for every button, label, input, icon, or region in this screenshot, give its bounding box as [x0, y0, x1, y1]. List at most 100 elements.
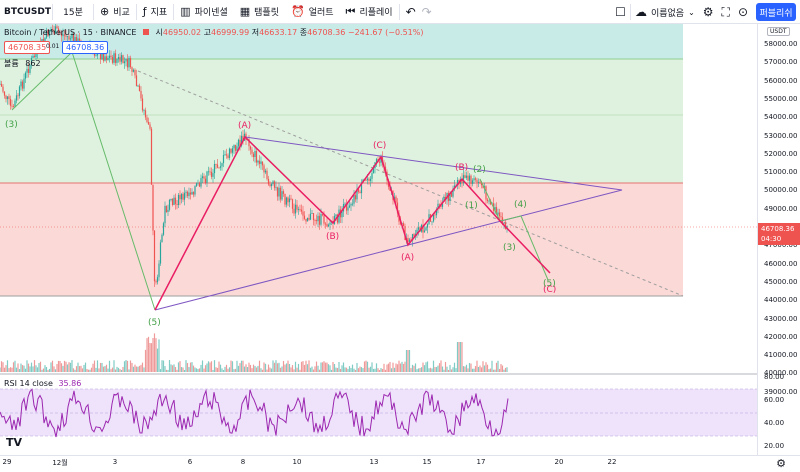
undo-icon[interactable]: ↶: [405, 4, 416, 19]
volume-bar: [419, 367, 421, 372]
redo-icon[interactable]: ↷: [421, 4, 432, 19]
symbol-legend[interactable]: Bitcoin / TetherUS · 15 · BINANCE 시46950…: [4, 28, 424, 37]
rsi-legend[interactable]: RSI 14 close 35.86: [4, 379, 81, 388]
volume-bar: [278, 362, 280, 372]
candle-body: [348, 205, 351, 208]
volume-bar: [15, 367, 18, 372]
candle-body: [222, 155, 225, 164]
tradingview-logo[interactable]: TV: [6, 436, 23, 449]
volume-label: 볼륨: [4, 59, 19, 68]
chart-icon: ▥: [180, 5, 191, 18]
price-tick: 43000.00: [764, 314, 798, 323]
volume-bar: [336, 367, 339, 372]
settings-gear-icon[interactable]: ⚙: [776, 457, 786, 470]
layout-name-button[interactable]: 이름없음: [650, 8, 685, 19]
candle-body: [302, 211, 304, 216]
interval-button[interactable]: 15분: [53, 0, 93, 24]
candle-body: [498, 212, 501, 217]
price-tick: 46000.00: [764, 259, 798, 268]
volume-bar: [414, 363, 417, 372]
volume-bar: [179, 361, 181, 372]
alarm-clock-icon: ⏰: [291, 5, 305, 18]
candle-body: [200, 178, 202, 187]
chart-canvas[interactable]: (A) (C) (B) (A) (B) (C) (2) (1) (3) (4) …: [0, 21, 757, 455]
candle-body: [215, 164, 217, 165]
volume-bar: [44, 365, 46, 372]
camera-icon[interactable]: ⊙: [737, 5, 748, 19]
indicators-button[interactable]: ƒ 지표: [137, 0, 173, 24]
volume-bar: [122, 366, 124, 372]
candle-body: [270, 183, 273, 187]
volume-bar: [110, 369, 112, 372]
candle-body: [315, 220, 318, 222]
gear-icon[interactable]: ⚙: [702, 5, 714, 19]
volume-bar: [303, 364, 306, 372]
volume-bar: [309, 367, 312, 372]
candle-body: [249, 146, 252, 150]
volume-bar: [83, 364, 85, 372]
candle-body: [452, 188, 454, 197]
compare-button[interactable]: ⊕ 비교: [94, 0, 136, 24]
rsi-source: close: [32, 379, 53, 388]
volume-bar: [293, 369, 295, 372]
replay-icon: ⏮: [345, 4, 356, 18]
wave-red-path[interactable]: [154, 135, 551, 311]
volume-bar: [59, 361, 61, 372]
buy-button[interactable]: 46708.36: [62, 41, 109, 54]
candle-body: [276, 187, 279, 197]
volume-bar: [266, 369, 268, 372]
volume-bar: [369, 366, 372, 372]
candle-body: [369, 178, 372, 181]
layout-square-icon[interactable]: ☐: [615, 5, 626, 19]
chevron-down-icon[interactable]: ⌄: [688, 7, 695, 17]
wave-label: (1): [465, 201, 478, 211]
candle-body: [159, 242, 162, 264]
replay-button[interactable]: ⏮ 리플레이: [340, 0, 399, 24]
fullscreen-icon[interactable]: ⛶: [721, 4, 730, 19]
alert-button[interactable]: ⏰ 얼러트: [285, 0, 340, 24]
candle-body: [485, 186, 487, 200]
triangle-pattern[interactable]: [154, 136, 623, 311]
volume-bar: [146, 338, 148, 372]
candle-body: [207, 171, 210, 173]
volume-bar: [2, 362, 4, 372]
candle-body: [260, 161, 262, 164]
sell-button[interactable]: 46708.35: [4, 41, 51, 54]
candle-body: [242, 135, 244, 141]
candle-body: [228, 148, 231, 158]
price-tick: 41000.00: [764, 351, 798, 360]
candle-body: [131, 67, 133, 72]
templates-button[interactable]: ▦ 탬플릿: [234, 0, 285, 24]
volume-bar: [320, 362, 322, 372]
candle-body: [78, 38, 81, 41]
volume-legend[interactable]: 볼륨 862: [4, 58, 41, 69]
pine-editor-button[interactable]: ▥ 파이넨셜: [174, 0, 234, 24]
publish-button[interactable]: 퍼블리쉬: [756, 3, 796, 21]
time-axis[interactable]: 29 12월 3 6 8 10 13 15 17 20 22 ⚙: [0, 455, 800, 472]
volume-bar: [144, 349, 147, 372]
price-tick: 57000.00: [764, 58, 798, 67]
volume-bar: [468, 362, 471, 372]
dashed-trendline[interactable]: [137, 70, 684, 297]
candle-body: [62, 34, 64, 37]
price-axis[interactable]: USDT 58000.00 57000.00 56000.00 55000.00 540…: [757, 24, 800, 455]
symbol-search-button[interactable]: BTCUSDT: [4, 6, 52, 17]
volume-bar: [47, 369, 49, 372]
chart-area[interactable]: (A) (C) (B) (A) (B) (C) (2) (1) (3) (4) …: [0, 21, 757, 455]
function-icon: ƒ: [142, 5, 147, 18]
currency-label[interactable]: USDT: [767, 27, 790, 36]
candle-body: [23, 78, 25, 89]
candle-body: [6, 96, 9, 100]
candle-body: [444, 196, 447, 199]
volume-bar: [363, 361, 366, 372]
volume-bar: [119, 369, 121, 372]
pine-editor-label: 파이넨셜: [194, 8, 228, 18]
wave-green-lines-right[interactable]: [479, 178, 549, 281]
volume-bar: [339, 368, 342, 372]
volume-bar: [332, 361, 334, 372]
time-tick: 12월: [52, 459, 68, 467]
candle-body: [483, 186, 486, 188]
volume-bar: [98, 368, 100, 372]
candle-body: [345, 203, 348, 211]
low-label: 저: [251, 28, 260, 37]
